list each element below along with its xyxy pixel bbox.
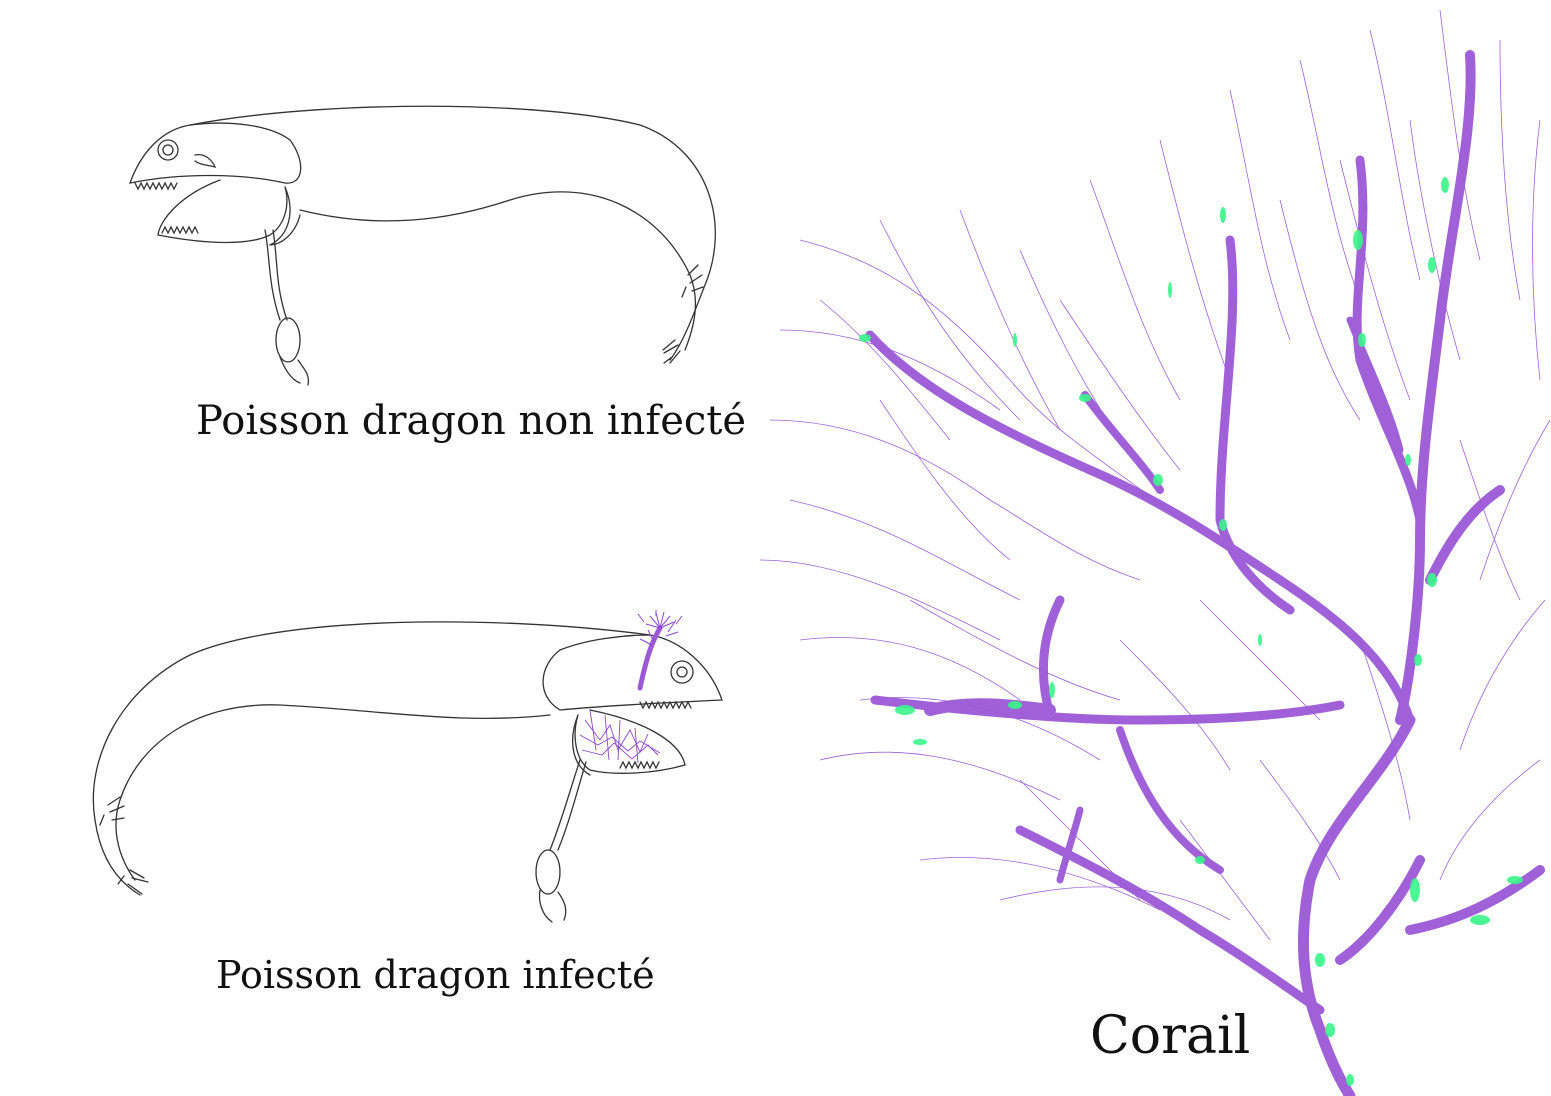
uninfected-dragonfish-svg [129, 105, 716, 386]
infected-dragonfish-drawing [80, 610, 740, 930]
uninfected-dragonfish-drawing [120, 95, 740, 395]
uninfected-caption: Poisson dragon non infecté [196, 398, 747, 444]
coral-caption: Corail [1090, 1006, 1251, 1066]
infected-dragonfish-svg [92, 610, 723, 923]
infected-caption: Poisson dragon infecté [216, 953, 655, 997]
coral-svg [760, 9, 1551, 1096]
coral-drawing [760, 0, 1551, 1096]
